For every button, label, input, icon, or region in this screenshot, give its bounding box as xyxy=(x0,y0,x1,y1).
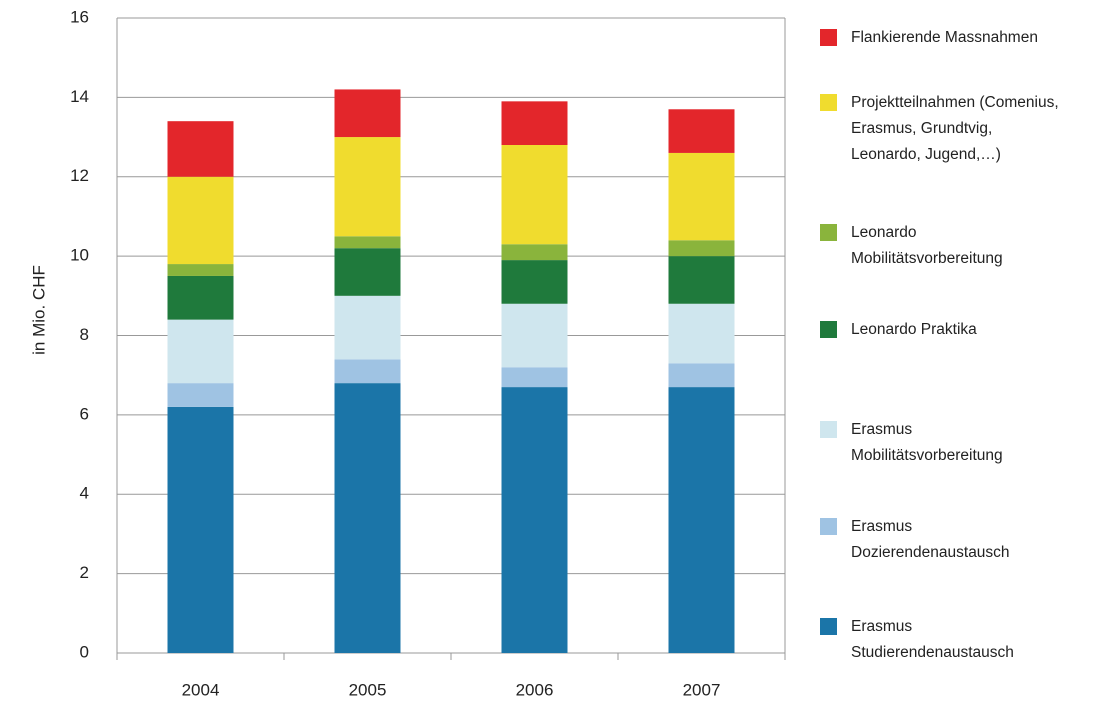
bar-segment xyxy=(334,248,401,296)
x-tick-label: 2005 xyxy=(349,680,387,699)
y-axis-label: in Mio. CHF xyxy=(29,265,48,355)
x-tick-label: 2006 xyxy=(516,680,554,699)
bar-segment xyxy=(501,244,568,261)
legend-item: Flankierende Massnahmen xyxy=(820,25,1090,51)
y-tick-label: 16 xyxy=(70,7,89,26)
bar-segment xyxy=(167,121,234,177)
bar-segment xyxy=(334,295,401,360)
bar-segment xyxy=(668,387,735,653)
legend-item: Projektteilnahmen (Comenius, Erasmus, Gr… xyxy=(820,90,1090,168)
legend-swatch xyxy=(820,321,837,338)
bar-segment xyxy=(334,236,401,249)
bar-segment xyxy=(501,101,568,145)
y-tick-label: 2 xyxy=(80,563,89,582)
legend-item: Leonardo Praktika xyxy=(820,317,1090,343)
legend-label: Erasmus Mobilitätsvorbereitung xyxy=(851,421,1003,464)
y-tick-label: 10 xyxy=(70,246,89,265)
x-tick-label: 2007 xyxy=(683,680,721,699)
bar-segment xyxy=(167,264,234,276)
bar-segment xyxy=(668,240,735,257)
bar-segment xyxy=(668,363,735,388)
bar-segment xyxy=(167,319,234,384)
bar-segment xyxy=(334,137,401,237)
legend-swatch xyxy=(820,94,837,111)
bar-segment xyxy=(501,387,568,653)
y-tick-label: 8 xyxy=(80,325,89,344)
legend-item: Erasmus Dozierendenaustausch xyxy=(820,514,1090,566)
y-tick-label: 0 xyxy=(80,642,89,661)
bar-segment xyxy=(501,260,568,304)
legend-swatch xyxy=(820,224,837,241)
bar-segment xyxy=(501,145,568,245)
y-tick-label: 4 xyxy=(80,484,89,503)
bar-segment xyxy=(334,359,401,384)
legend-item: Erasmus Mobilitätsvorbereitung xyxy=(820,417,1090,469)
legend-label: Flankierende Massnahmen xyxy=(851,29,1038,46)
y-tick-label: 6 xyxy=(80,404,89,423)
bar-segment xyxy=(668,303,735,364)
legend-label: Erasmus Dozierendenaustausch xyxy=(851,518,1010,561)
legend-item: Erasmus Studierendenaustausch xyxy=(820,614,1090,666)
legend-item: Leonardo Mobilitätsvorbereitung xyxy=(820,220,1090,272)
legend-swatch xyxy=(820,518,837,535)
legend-swatch xyxy=(820,29,837,46)
legend-label: Leonardo Praktika xyxy=(851,321,977,338)
legend-label: Projektteilnahmen (Comenius, Erasmus, Gr… xyxy=(851,94,1059,163)
legend-swatch xyxy=(820,618,837,635)
bar-segment xyxy=(501,367,568,388)
x-tick-label: 2004 xyxy=(182,680,220,699)
bar-segment xyxy=(501,303,568,368)
bar-segment xyxy=(334,89,401,138)
y-tick-label: 12 xyxy=(70,166,89,185)
y-tick-label: 14 xyxy=(70,87,89,106)
bar-segment xyxy=(668,152,735,241)
bar-segment xyxy=(167,383,234,407)
bar-segment xyxy=(167,275,234,320)
legend-label: Erasmus Studierendenaustausch xyxy=(851,618,1014,661)
bar-segment xyxy=(668,256,735,304)
bar-segment xyxy=(334,383,401,653)
bar-segment xyxy=(668,109,735,153)
legend-label: Leonardo Mobilitätsvorbereitung xyxy=(851,224,1003,267)
bar-segment xyxy=(167,176,234,265)
legend-swatch xyxy=(820,421,837,438)
bar-segment xyxy=(167,406,234,653)
